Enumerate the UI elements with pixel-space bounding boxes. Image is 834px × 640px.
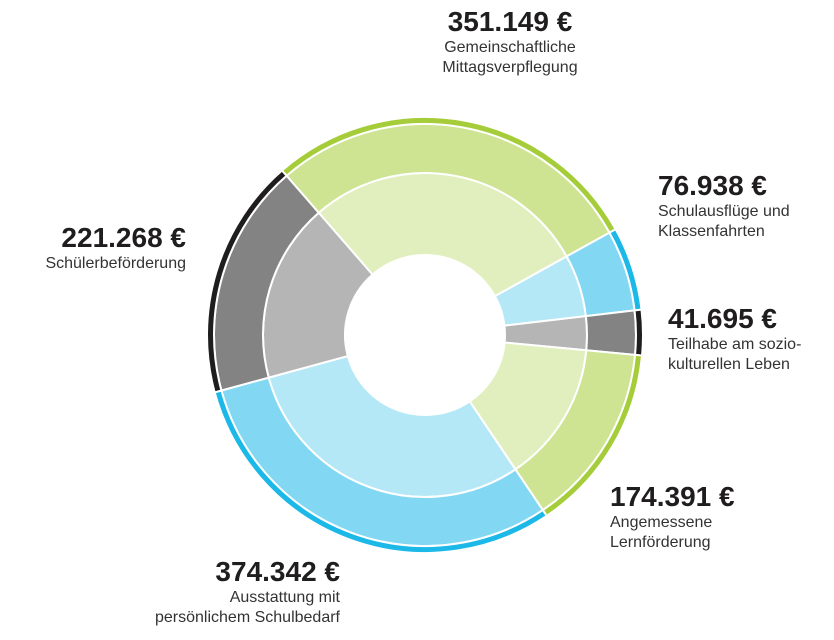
segment-outer (206, 169, 288, 394)
value-label: 221.268 € (61, 222, 186, 253)
category-label: Schülerbeförderung (45, 255, 186, 272)
category-label: Gemeinschaftliche Mittagsverpflegung (442, 39, 578, 76)
value-label: 374.342 € (215, 556, 340, 587)
label: 351.149 € Gemeinschaftliche Mittagsverpfl… (360, 6, 660, 78)
category-label: Angemessene Lernförderung (610, 514, 713, 551)
label: 41.695 € Teilhabe am sozio- kulturellen L… (668, 303, 801, 375)
value-label: 174.391 € (610, 481, 735, 512)
label: 374.342 € Ausstattung mit persönlichem Sc… (155, 556, 340, 628)
value-label: 351.149 € (447, 6, 573, 37)
category-label: Schulausflüge und Klassenfahrten (658, 203, 790, 240)
value-label: 76.938 € (658, 170, 767, 201)
value-label: 41.695 € (668, 303, 777, 334)
label: 174.391 € Angemessene Lernförderung (610, 481, 735, 553)
category-label: Teilhabe am sozio- kulturellen Leben (668, 336, 802, 373)
segment-middle (584, 309, 637, 356)
segment-outer (633, 308, 644, 357)
label: 76.938 € Schulausflüge und Klassenfahrten (658, 170, 790, 242)
label: 221.268 € Schülerbeförderung (45, 222, 186, 274)
category-label: Ausstattung mit persönlichem Schulbedarf (155, 589, 340, 626)
